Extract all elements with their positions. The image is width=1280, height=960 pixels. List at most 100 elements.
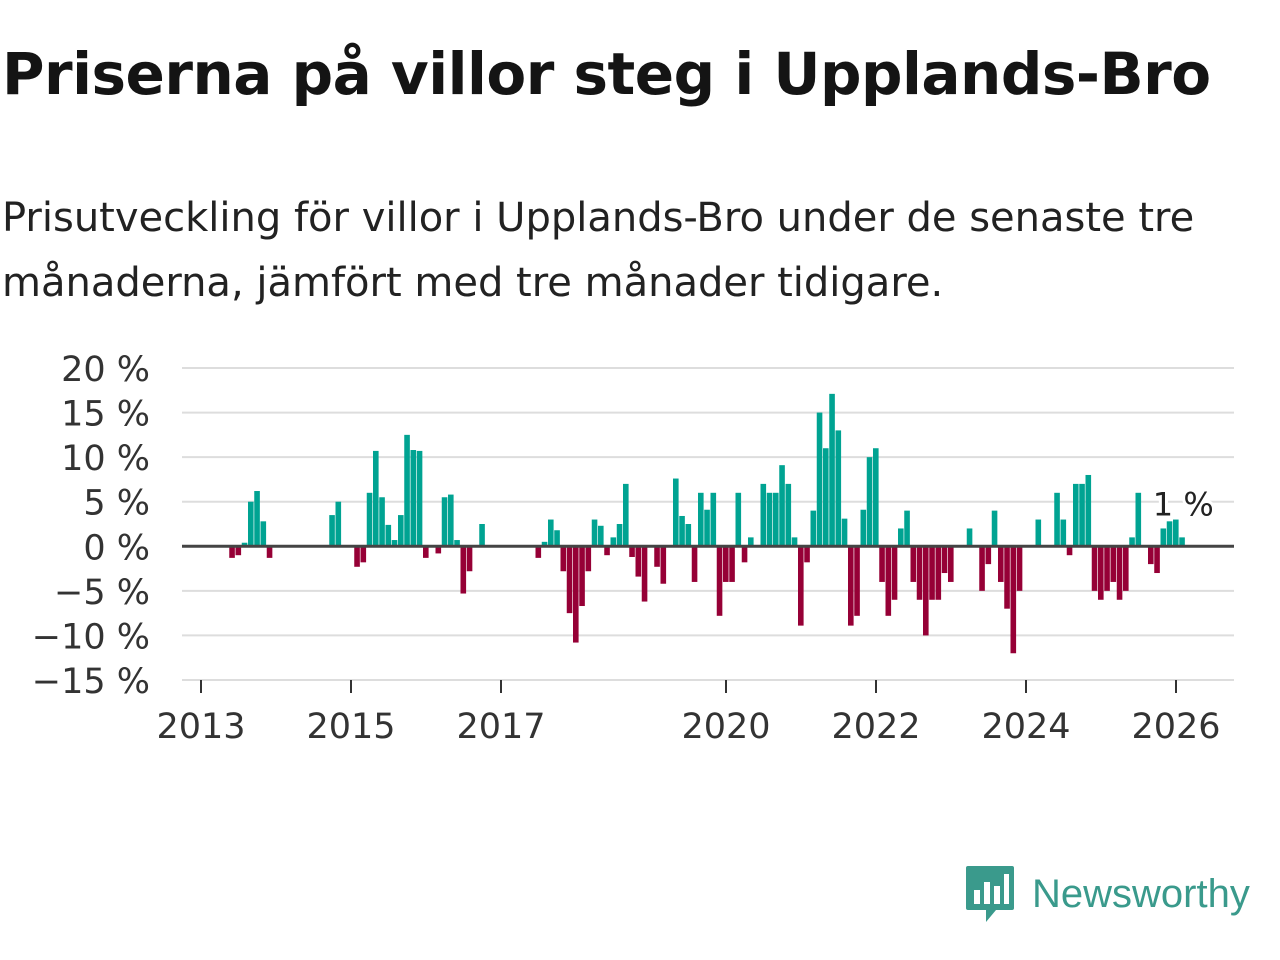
bar <box>760 483 767 547</box>
bar <box>998 546 1004 582</box>
bar <box>635 546 642 577</box>
bar <box>723 546 729 582</box>
bar <box>466 546 473 572</box>
y-tick-label: −10 % <box>32 617 150 657</box>
bar <box>785 483 792 547</box>
newsworthy-logo: Newsworthy <box>964 864 1250 924</box>
bar <box>991 510 998 547</box>
bar <box>360 546 367 563</box>
bar <box>873 448 879 547</box>
bar <box>604 546 610 556</box>
bar <box>966 528 973 547</box>
brand-name: Newsworthy <box>1032 871 1250 916</box>
bar <box>716 546 723 616</box>
x-tick-label: 2022 <box>831 707 920 747</box>
bar <box>1091 546 1098 591</box>
bar <box>885 546 892 616</box>
bar <box>935 546 942 600</box>
bar <box>260 521 267 547</box>
bar <box>891 546 898 600</box>
bar <box>810 510 817 547</box>
bar <box>554 530 560 547</box>
bar <box>679 515 685 547</box>
bar <box>1110 546 1117 582</box>
bar <box>1010 546 1017 654</box>
bar <box>404 434 410 547</box>
bar <box>704 509 710 547</box>
bar <box>566 546 573 614</box>
bar <box>641 546 648 602</box>
bar <box>241 542 248 547</box>
bar <box>1173 519 1179 547</box>
bar <box>385 524 392 547</box>
bar <box>1016 546 1023 591</box>
bar <box>435 546 442 554</box>
bar <box>1066 546 1073 556</box>
bar <box>729 546 735 582</box>
bar <box>1179 537 1185 547</box>
bar <box>460 546 467 594</box>
bar <box>1116 546 1123 600</box>
bar <box>879 546 885 582</box>
bar <box>798 546 804 626</box>
y-tick-label: −5 % <box>54 573 150 613</box>
bar <box>229 546 235 558</box>
bar <box>448 494 454 547</box>
bar <box>773 492 779 547</box>
x-tick-label: 2015 <box>306 707 395 747</box>
bar <box>454 540 460 547</box>
bar <box>848 546 854 626</box>
bar <box>391 540 398 547</box>
bar <box>1073 483 1079 547</box>
last-value-label: 1 % <box>1153 486 1214 524</box>
bar <box>766 492 773 547</box>
bar <box>916 546 923 600</box>
bar <box>629 546 635 557</box>
x-tick-label: 2017 <box>456 707 545 747</box>
bar <box>660 546 667 584</box>
bar <box>335 501 342 547</box>
bar <box>741 546 748 563</box>
bar <box>416 450 423 547</box>
bar <box>410 450 417 547</box>
bar <box>623 483 629 547</box>
bar-chart: 20 % 15 %10 % 5 %0 % −5 %−10 % −15 %2013 2015… <box>32 350 1234 747</box>
x-tick-label: 2020 <box>681 707 770 747</box>
bar <box>579 546 585 607</box>
x-tick-label: 2013 <box>156 707 245 747</box>
bar <box>735 492 742 547</box>
bar <box>804 546 810 563</box>
bar <box>1129 537 1135 547</box>
bar <box>1154 546 1160 574</box>
bar <box>541 541 548 547</box>
bar <box>748 537 754 547</box>
bar <box>1160 528 1167 547</box>
bar <box>923 546 929 636</box>
bar <box>266 546 273 558</box>
bar <box>585 546 592 572</box>
bar <box>1135 492 1142 547</box>
bar <box>1148 546 1154 565</box>
bar <box>779 465 785 547</box>
y-tick-label: −15 % <box>32 662 150 702</box>
bar <box>591 519 598 547</box>
newsworthy-logo-icon <box>966 866 1014 922</box>
bar <box>423 546 429 558</box>
bar <box>854 546 860 616</box>
bar <box>835 430 842 547</box>
bar <box>866 457 873 547</box>
bar <box>904 510 910 547</box>
y-tick-label: 5 % <box>83 484 150 524</box>
bar <box>560 546 567 572</box>
bar <box>841 518 848 547</box>
bar <box>829 393 835 547</box>
bar <box>1085 474 1092 547</box>
bar <box>329 515 335 547</box>
bar <box>685 524 692 547</box>
y-tick-label: 15 % <box>61 395 150 435</box>
bar <box>985 546 992 565</box>
bar <box>248 501 254 547</box>
bar <box>673 478 679 547</box>
bar <box>373 450 379 547</box>
bar <box>1060 519 1067 547</box>
